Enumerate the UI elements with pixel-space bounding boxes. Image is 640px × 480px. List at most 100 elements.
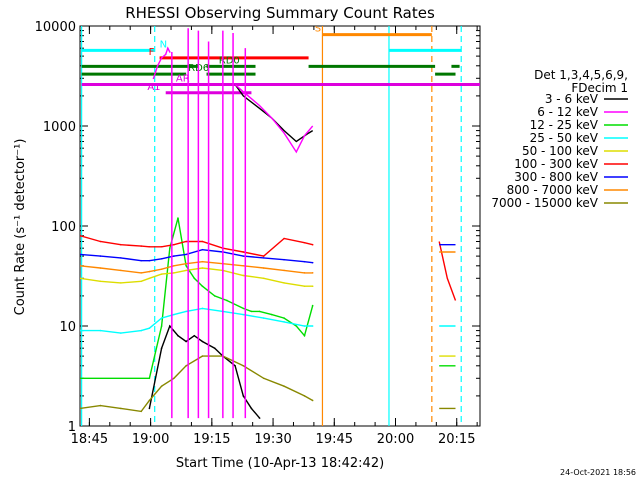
state-bar-label: A1 [147,82,160,93]
series-point [201,340,204,343]
x-tick-label: 18:45 [71,432,108,447]
series-point [226,299,228,302]
series-point [80,253,81,256]
series-point [242,255,245,257]
series-line [80,217,314,379]
series-point [148,270,151,273]
series-point [168,325,171,327]
series-point [262,257,265,259]
series-point [201,307,204,310]
series-line-segment [234,83,314,154]
x-tick-label: 20:15 [438,432,475,447]
series-line [80,307,313,334]
series-point [148,327,151,330]
series-point [173,272,175,274]
series-point [185,340,187,343]
series-point [99,280,102,283]
series-line [80,355,314,413]
series-point [140,280,143,283]
series-point [193,334,196,337]
series-point [148,399,151,402]
series-point [311,261,314,264]
series-point [80,264,81,267]
legend-label: 50 - 100 keV [522,144,599,158]
series-point [201,355,204,357]
series-point [99,404,102,407]
x-tick-label: 19:45 [316,432,353,447]
series-point [120,269,122,272]
series-point [201,260,204,263]
series-point [160,57,163,59]
series-point [166,47,169,49]
series-point [185,262,187,265]
legend-label: 25 - 50 keV [530,131,599,145]
series-point [213,347,216,349]
series-point [120,282,122,284]
series-point [303,325,306,327]
series-point [80,407,81,410]
series-point [303,285,306,288]
series-point [311,243,314,246]
series-point [242,307,245,310]
series-point [140,245,143,247]
series-point [242,264,245,267]
series-point [295,325,298,327]
legend-label: 300 - 800 keV [514,170,598,184]
state-bar-label: S [315,24,321,35]
state-bar-label: RD0 [219,55,240,66]
series-point [311,304,314,307]
series-point [271,313,273,316]
series-line [80,260,313,274]
series-point [160,317,163,319]
legend-header-line1: Det 1,3,4,5,6,9, [534,68,628,82]
series-point [173,243,175,246]
series-point [185,269,187,272]
series-point [283,317,285,319]
series-point [303,241,306,244]
series-point [120,332,122,334]
series-point [283,385,285,388]
series-point [242,251,245,253]
series-point [177,217,179,219]
legend-header-line2: FDecim 1 [571,81,628,95]
series-point [173,264,175,267]
series-point [140,259,143,262]
series-point [160,347,163,349]
state-bar-label: F [149,47,155,58]
series-point [168,51,171,53]
series-point [193,277,196,280]
series-point [140,329,143,332]
series-point [234,364,236,367]
legend-label: 7000 - 15000 keV [491,196,598,210]
footer-timestamp: 24-Oct-2021 18:56 [560,468,636,477]
legend-label: 100 - 300 keV [514,157,598,171]
series-point [160,325,163,327]
series-point [185,264,187,267]
series-point [148,245,151,248]
state-bar-label: AR [176,74,190,85]
y-tick-label: 1 [68,420,76,435]
series-point [173,377,175,380]
series-point [152,77,155,80]
series-point [258,310,261,313]
series-point [156,64,159,67]
series-line [80,235,313,257]
series-point [201,285,204,288]
legend-label: 3 - 6 keV [545,92,599,106]
series-point [242,364,245,367]
series-point [99,240,102,243]
series-point [80,277,81,280]
x-tick-label: 19:00 [132,432,169,447]
y-tick-label: 100 [51,220,76,235]
series-point [148,407,151,410]
series-point [120,243,122,246]
series-point [80,377,81,380]
y-tick-label: 1000 [43,120,76,135]
y-axis-label: Count Rate (s⁻¹ detector⁻¹) [13,139,28,316]
series-point [80,234,81,237]
series-point [250,310,253,313]
series-point [173,255,175,257]
series-point [303,260,306,263]
series-point [160,245,163,248]
